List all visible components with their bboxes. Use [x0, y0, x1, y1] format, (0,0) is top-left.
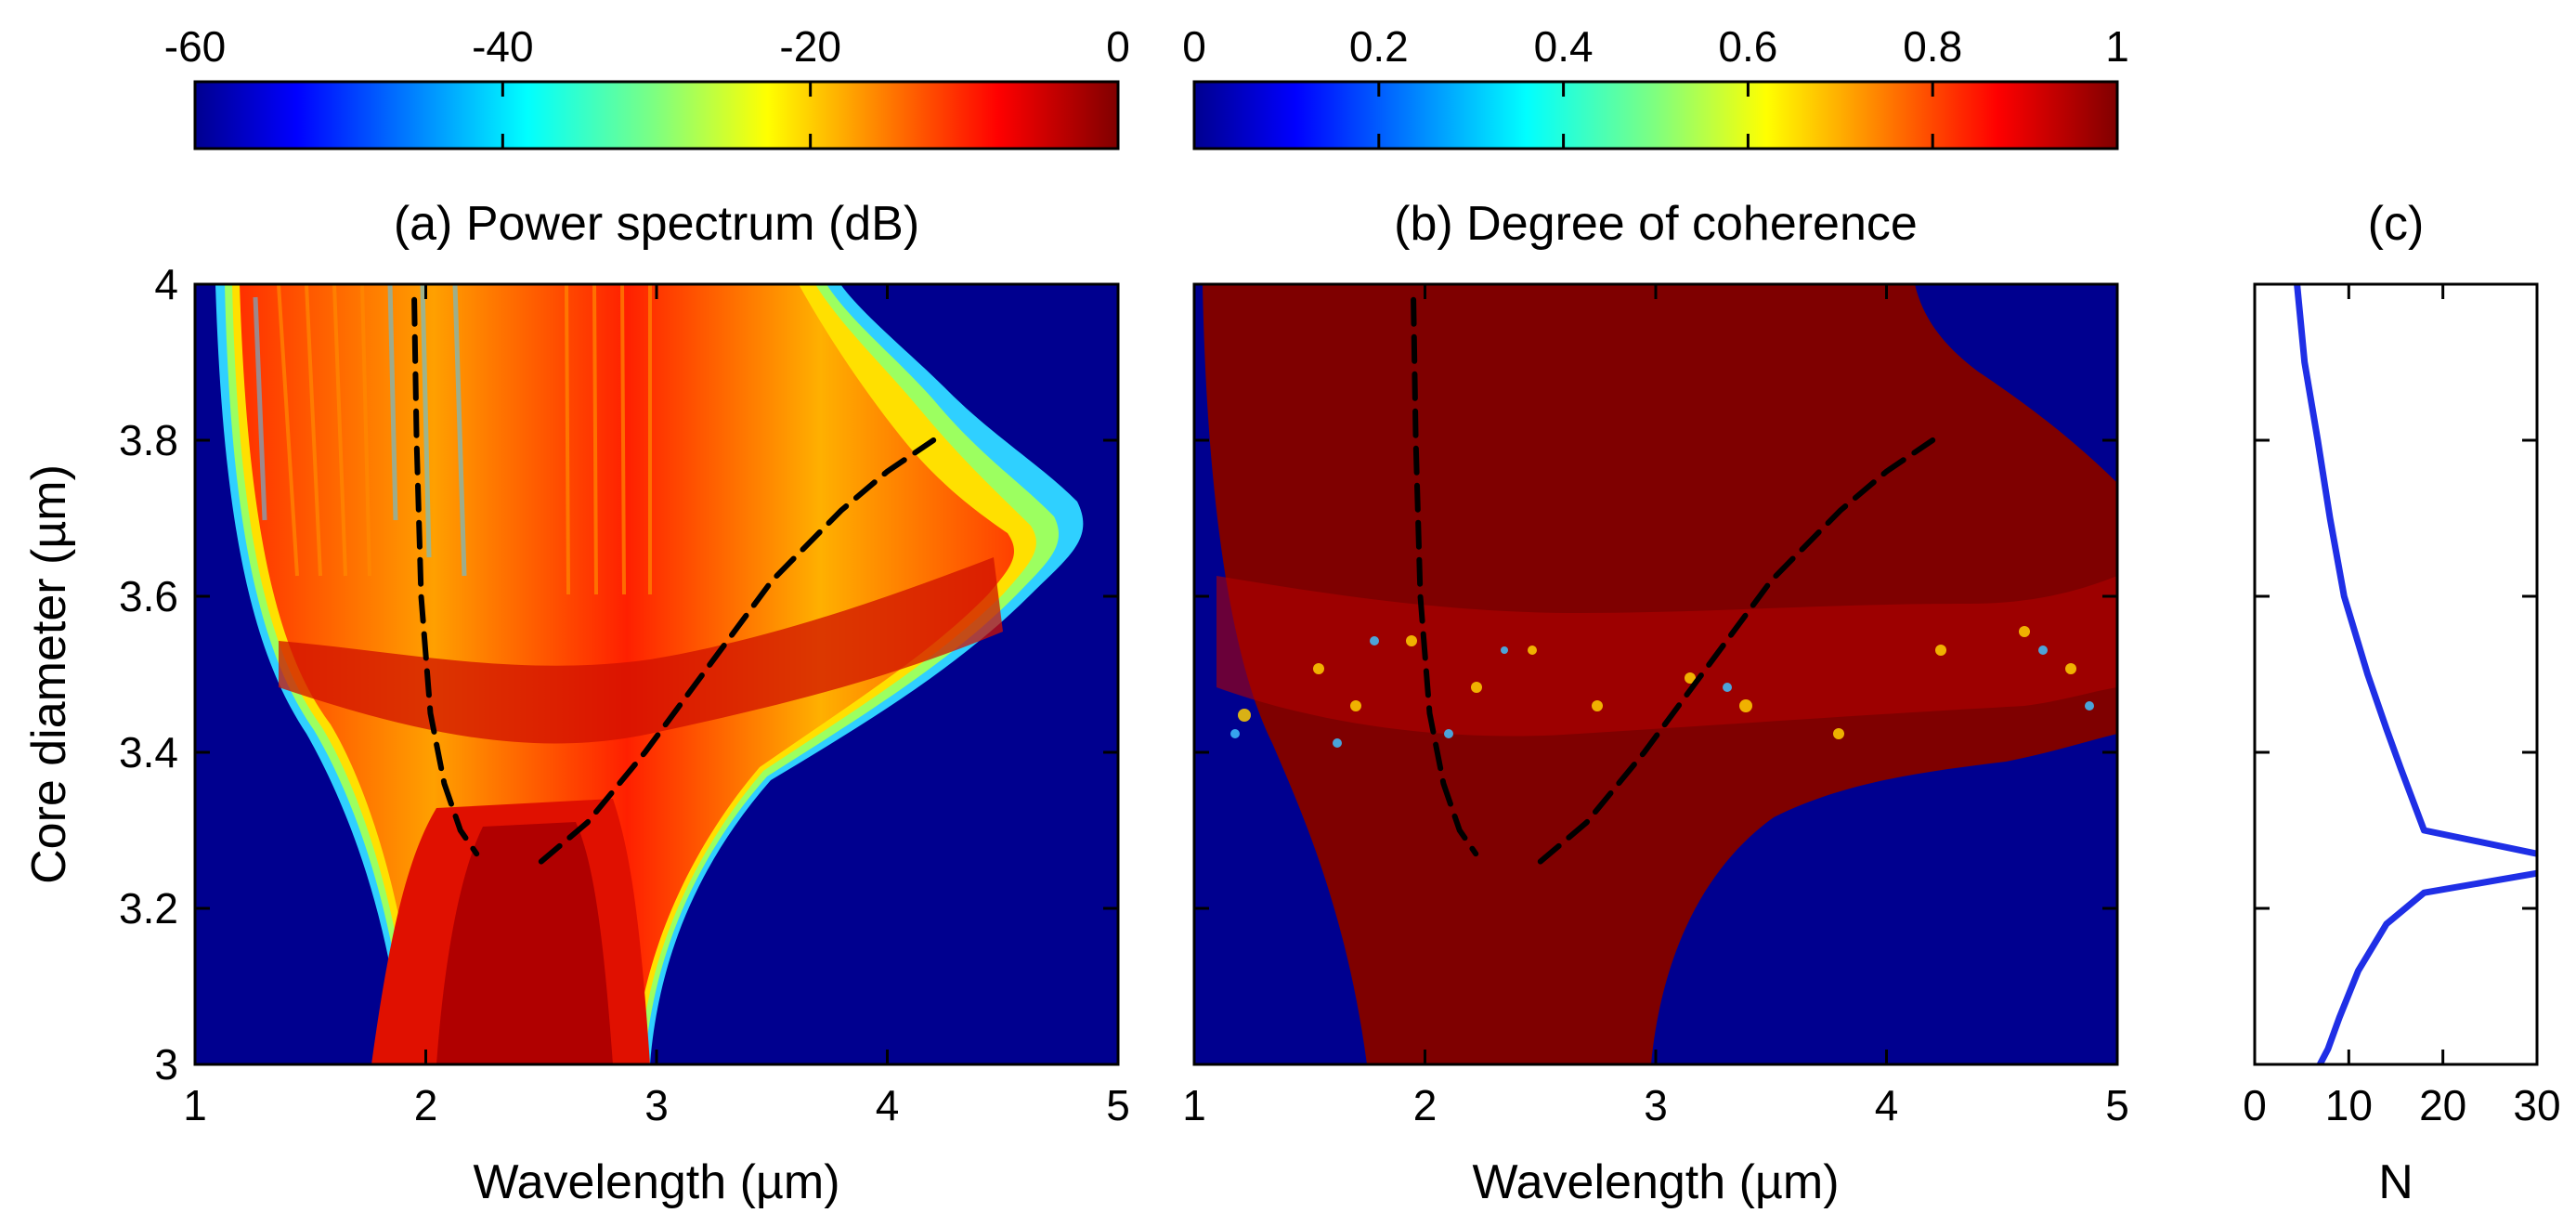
panel-b-title: (b) Degree of coherence — [1394, 197, 1918, 251]
panel-c-frame — [2253, 282, 2539, 1066]
panel-c-xlabel: N — [2378, 1155, 2413, 1209]
colorbar-tick-label: 1 — [2105, 22, 2129, 71]
x-tick-label: 5 — [1106, 1081, 1130, 1129]
panel-a-dashed-curve-2 — [538, 437, 937, 865]
panel-a-xlabel: Wavelength (µm) — [473, 1155, 839, 1209]
colorbar-b — [1192, 80, 2119, 150]
x-tick-label: 5 — [2105, 1081, 2129, 1129]
panel-b-dashed-curve-1 — [1411, 296, 1479, 857]
colorbar-a — [193, 80, 1120, 150]
y-tick-label: 3 — [154, 1040, 178, 1089]
x-tick-label: 2 — [1413, 1081, 1438, 1129]
y-tick-label: 3.6 — [119, 572, 178, 620]
x-tick-label: 10 — [2325, 1081, 2373, 1129]
colorbar-tick-label: -20 — [779, 22, 840, 71]
x-tick-label: 1 — [183, 1081, 207, 1129]
panel-c-line-1 — [2294, 284, 2537, 857]
colorbar-tick-label: -40 — [472, 22, 533, 71]
x-tick-label: 4 — [876, 1081, 900, 1129]
y-tick-label: 4 — [154, 260, 178, 308]
y-tick-label: 3.8 — [119, 416, 178, 464]
colorbar-tick-label: 0 — [1182, 22, 1206, 71]
colorbar-tick-label: 0.8 — [1903, 22, 1962, 71]
panel-a-heatmap — [195, 284, 1118, 1064]
x-tick-label: 20 — [2419, 1081, 2466, 1129]
x-tick-label: 3 — [644, 1081, 669, 1129]
colorbar-tick-label: 0.4 — [1534, 22, 1594, 71]
panel-a-dashed-curve-1 — [411, 296, 480, 857]
panel-c-title: (c) — [2368, 197, 2425, 251]
x-tick-label: 3 — [1644, 1081, 1668, 1129]
panel-b-heatmap — [1194, 284, 2117, 1064]
colorbar-tick-label: 0.2 — [1349, 22, 1409, 71]
x-tick-label: 1 — [1182, 1081, 1206, 1129]
y-tick-label: 3.2 — [119, 884, 178, 933]
panel-b-xlabel: Wavelength (µm) — [1472, 1155, 1839, 1209]
y-tick-label: 3.4 — [119, 728, 178, 776]
colorbar-tick-label: 0.6 — [1718, 22, 1777, 71]
colorbar-tick-label: 0 — [1106, 22, 1130, 71]
x-tick-label: 4 — [1875, 1081, 1899, 1129]
x-tick-label: 2 — [414, 1081, 438, 1129]
panel-b-dashed-curve-2 — [1537, 437, 1936, 865]
x-tick-label: 30 — [2513, 1081, 2560, 1129]
panel-a-ylabel: Core diameter (µm) — [22, 464, 76, 884]
x-tick-label: 0 — [2243, 1081, 2267, 1129]
colorbar-tick-label: -60 — [164, 22, 226, 71]
panel-a-title: (a) Power spectrum (dB) — [394, 197, 919, 251]
panel-c-line-2 — [2316, 869, 2537, 1064]
